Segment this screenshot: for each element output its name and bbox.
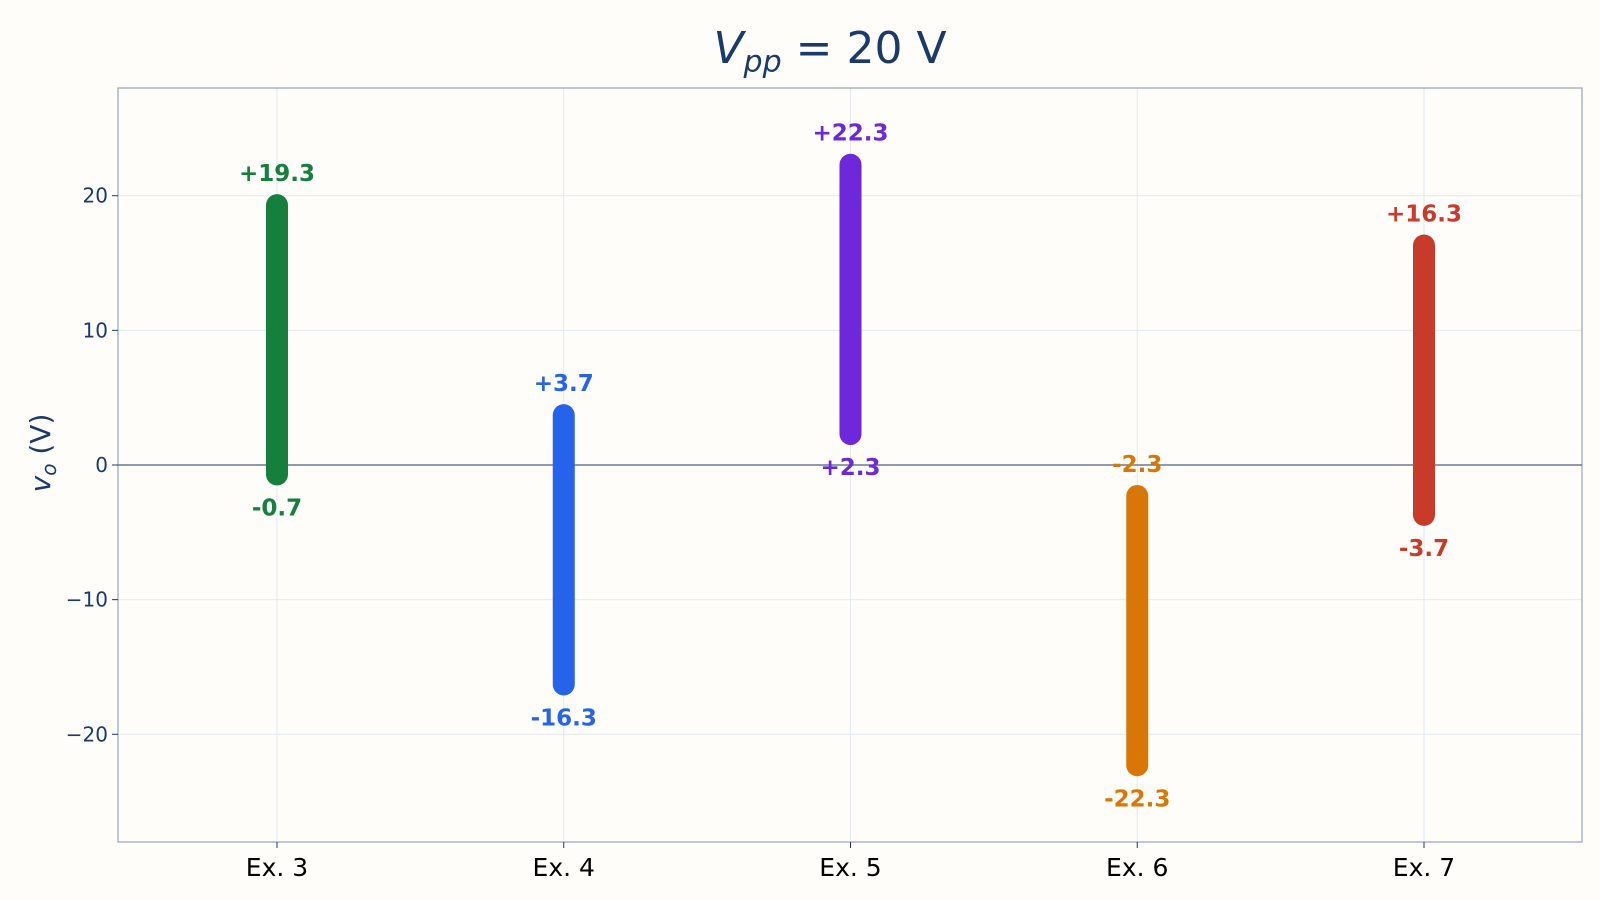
max-value-label: +19.3 xyxy=(239,161,315,187)
value-labels: +19.3 -0.7 +3.7 -16.3 +22.3 +2.3 -2.3 -22.3 +16.… xyxy=(239,121,1462,813)
max-value-label: +16.3 xyxy=(1386,202,1462,228)
min-value-label: -16.3 xyxy=(531,705,597,731)
ylabel-rest: (V) xyxy=(24,414,57,464)
min-value-label: -0.7 xyxy=(252,495,302,521)
ylabel-subscript: o xyxy=(37,464,61,476)
y-axis-label: vo (V) xyxy=(24,414,61,493)
min-value-label: +2.3 xyxy=(820,455,880,481)
y-tick-label: 20 xyxy=(83,184,108,208)
x-tick-label: Ex. 6 xyxy=(1106,853,1168,882)
min-value-label: -3.7 xyxy=(1399,536,1449,562)
max-value-label: -2.3 xyxy=(1112,452,1162,478)
title-main: V xyxy=(713,23,746,74)
x-tick-label: Ex. 7 xyxy=(1393,853,1455,882)
axes: 20 10 0 −10 −20 Ex. 3 Ex. 4 Ex. 5 Ex. 6 Ex. 7 xyxy=(66,87,1583,882)
max-value-label: +22.3 xyxy=(812,121,888,147)
y-tick-label: 0 xyxy=(95,453,108,477)
title-rest: = 20 V xyxy=(782,23,947,74)
x-tick-label: Ex. 3 xyxy=(246,853,308,882)
min-value-label: -22.3 xyxy=(1104,786,1170,812)
x-tick-label: Ex. 5 xyxy=(819,853,881,882)
range-bars xyxy=(266,153,1435,777)
chart-title: Vpp = 20 V xyxy=(713,23,946,80)
y-tick-label: −20 xyxy=(66,722,108,746)
y-tick-label: −10 xyxy=(66,588,108,612)
y-tick-label: 10 xyxy=(83,318,108,342)
ylabel-main: v xyxy=(24,475,57,492)
title-subscript: pp xyxy=(743,45,782,80)
x-tick-label: Ex. 4 xyxy=(533,853,595,882)
max-value-label: +3.7 xyxy=(534,371,594,397)
